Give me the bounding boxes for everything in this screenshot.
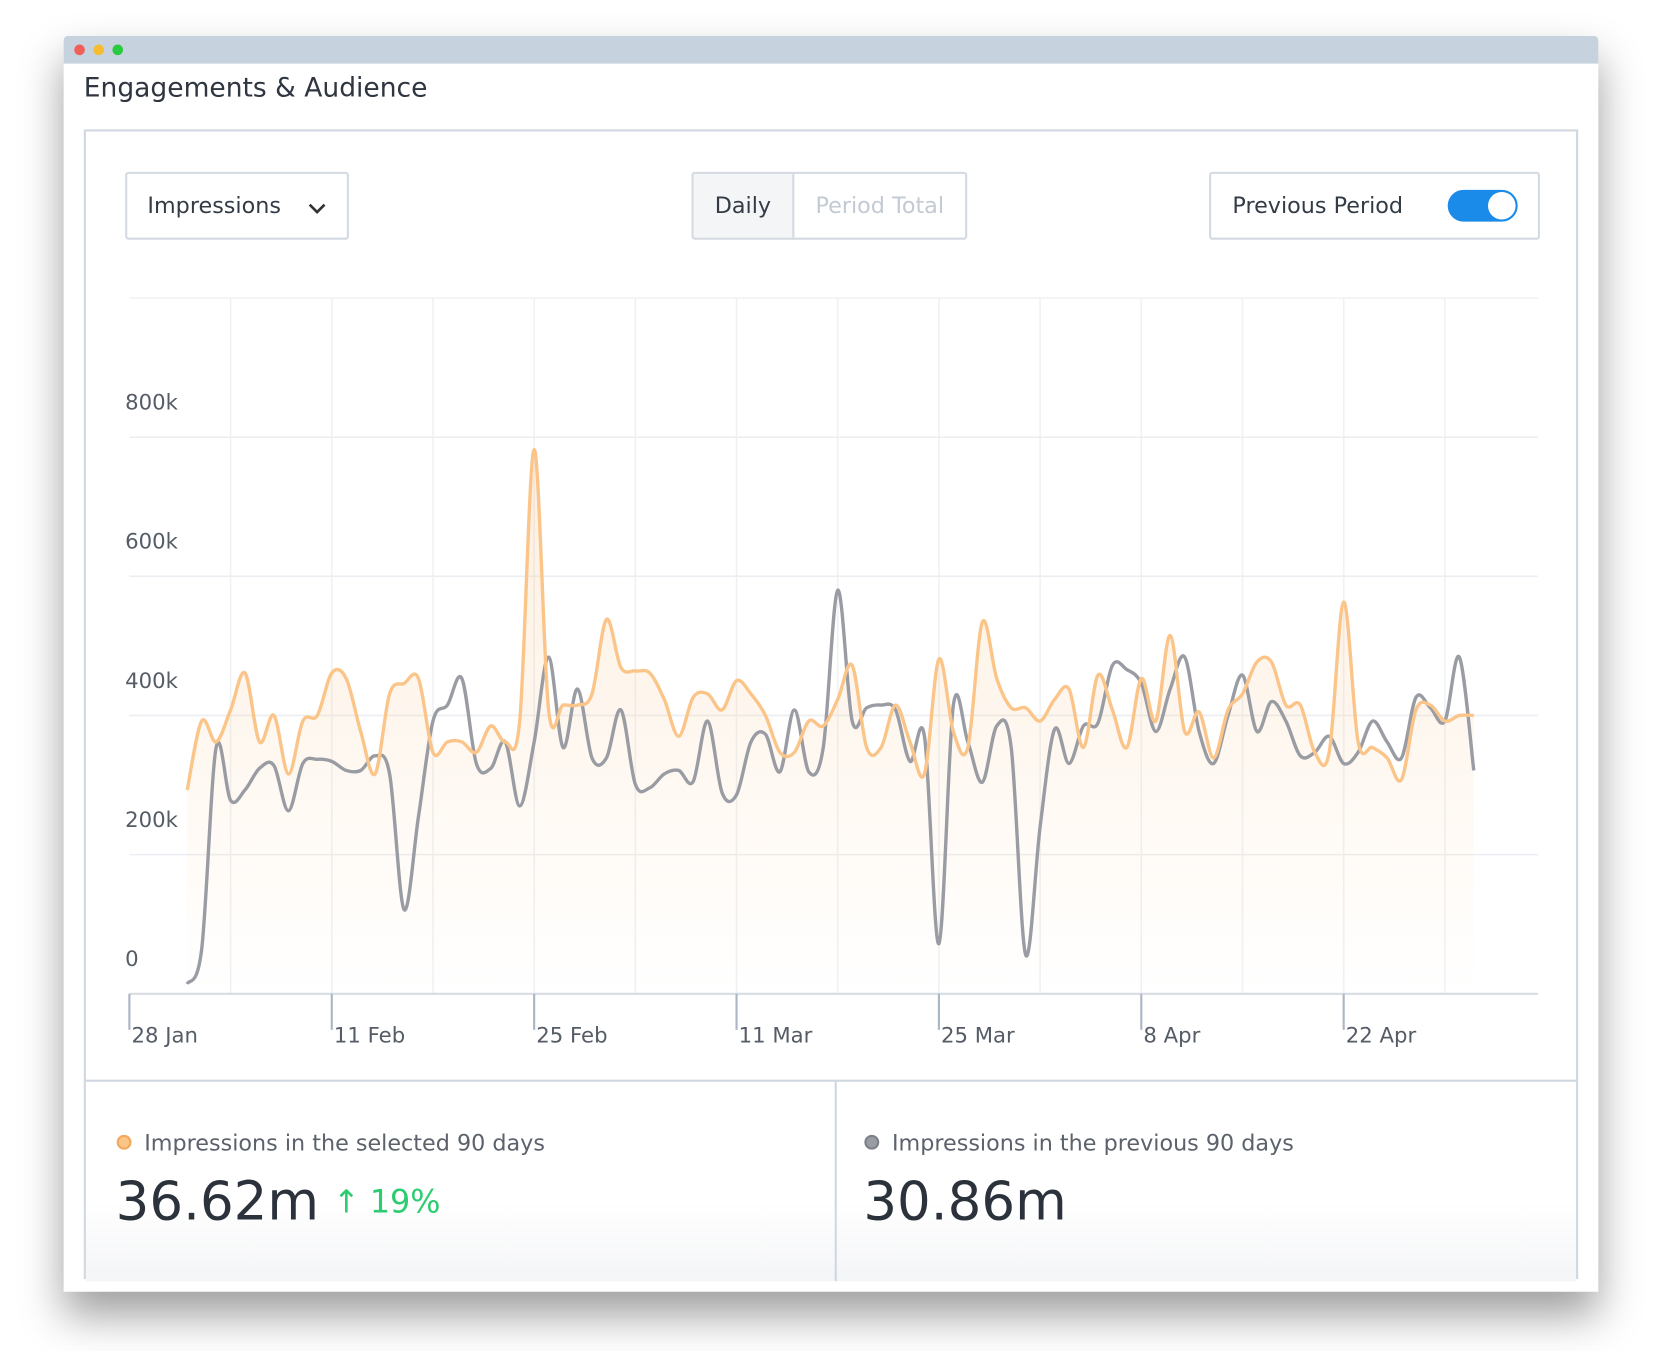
summary-total: 36.62m bbox=[115, 1170, 320, 1233]
x-tick-label: 22 Apr bbox=[1346, 1024, 1417, 1049]
y-tick-label: 200k bbox=[125, 808, 178, 833]
summary-total: 30.86m bbox=[863, 1170, 1067, 1233]
y-tick-label: 800k bbox=[125, 391, 178, 416]
y-tick-label: 600k bbox=[125, 530, 178, 555]
tab[interactable]: Daily bbox=[693, 173, 795, 238]
x-tick-label: 25 Feb bbox=[536, 1024, 607, 1049]
y-tick-label: 0 bbox=[125, 947, 138, 972]
switch[interactable] bbox=[1447, 189, 1518, 222]
legend-dot bbox=[116, 1134, 132, 1150]
change-value: 19% bbox=[369, 1183, 441, 1221]
y-tick-label: 400k bbox=[125, 669, 178, 694]
summary-label: Impressions in the selected 90 days bbox=[144, 1130, 545, 1157]
x-tick-label: 8 Apr bbox=[1143, 1024, 1200, 1049]
summary-label: Impressions in the previous 90 days bbox=[891, 1130, 1294, 1157]
x-tick-label: 25 Mar bbox=[941, 1024, 1015, 1049]
zoom-button[interactable] bbox=[112, 44, 124, 56]
summary: Impressions in the selected 90 days 36.6… bbox=[85, 1079, 1577, 1282]
summary-previous: Impressions in the previous 90 days 30.8… bbox=[837, 1082, 1576, 1281]
summary-change: ↑ 19% bbox=[333, 1184, 441, 1221]
title-bar bbox=[63, 36, 1599, 64]
close-button[interactable] bbox=[74, 44, 85, 56]
x-tick-label: 28 Jan bbox=[132, 1024, 198, 1049]
metric-dropdown[interactable]: Impressions bbox=[125, 171, 349, 240]
summary-current: Impressions in the selected 90 days 36.6… bbox=[86, 1081, 837, 1282]
up-arrow: ↑ bbox=[333, 1183, 370, 1221]
tab[interactable]: Period Total bbox=[815, 193, 945, 219]
x-tick-label: 11 Feb bbox=[334, 1024, 405, 1049]
minimize-button[interactable] bbox=[93, 44, 104, 56]
window-title: Engagements & Audience bbox=[83, 72, 428, 103]
area bbox=[187, 449, 1474, 994]
previous-period-toggle[interactable]: Previous Period bbox=[1209, 171, 1540, 240]
switch-knob bbox=[1488, 191, 1516, 220]
x-tick-label: 11 Mar bbox=[739, 1024, 813, 1049]
legend-dot bbox=[864, 1134, 880, 1150]
toggle-label: Previous Period bbox=[1232, 193, 1404, 219]
line bbox=[185, 447, 1474, 791]
chevron-icon bbox=[308, 203, 326, 214]
tab-group: Daily Period Total bbox=[691, 171, 968, 240]
metric-label: Impressions bbox=[147, 193, 281, 219]
chart-panel: Impressions Daily Period Total Previous … bbox=[83, 129, 1579, 1282]
